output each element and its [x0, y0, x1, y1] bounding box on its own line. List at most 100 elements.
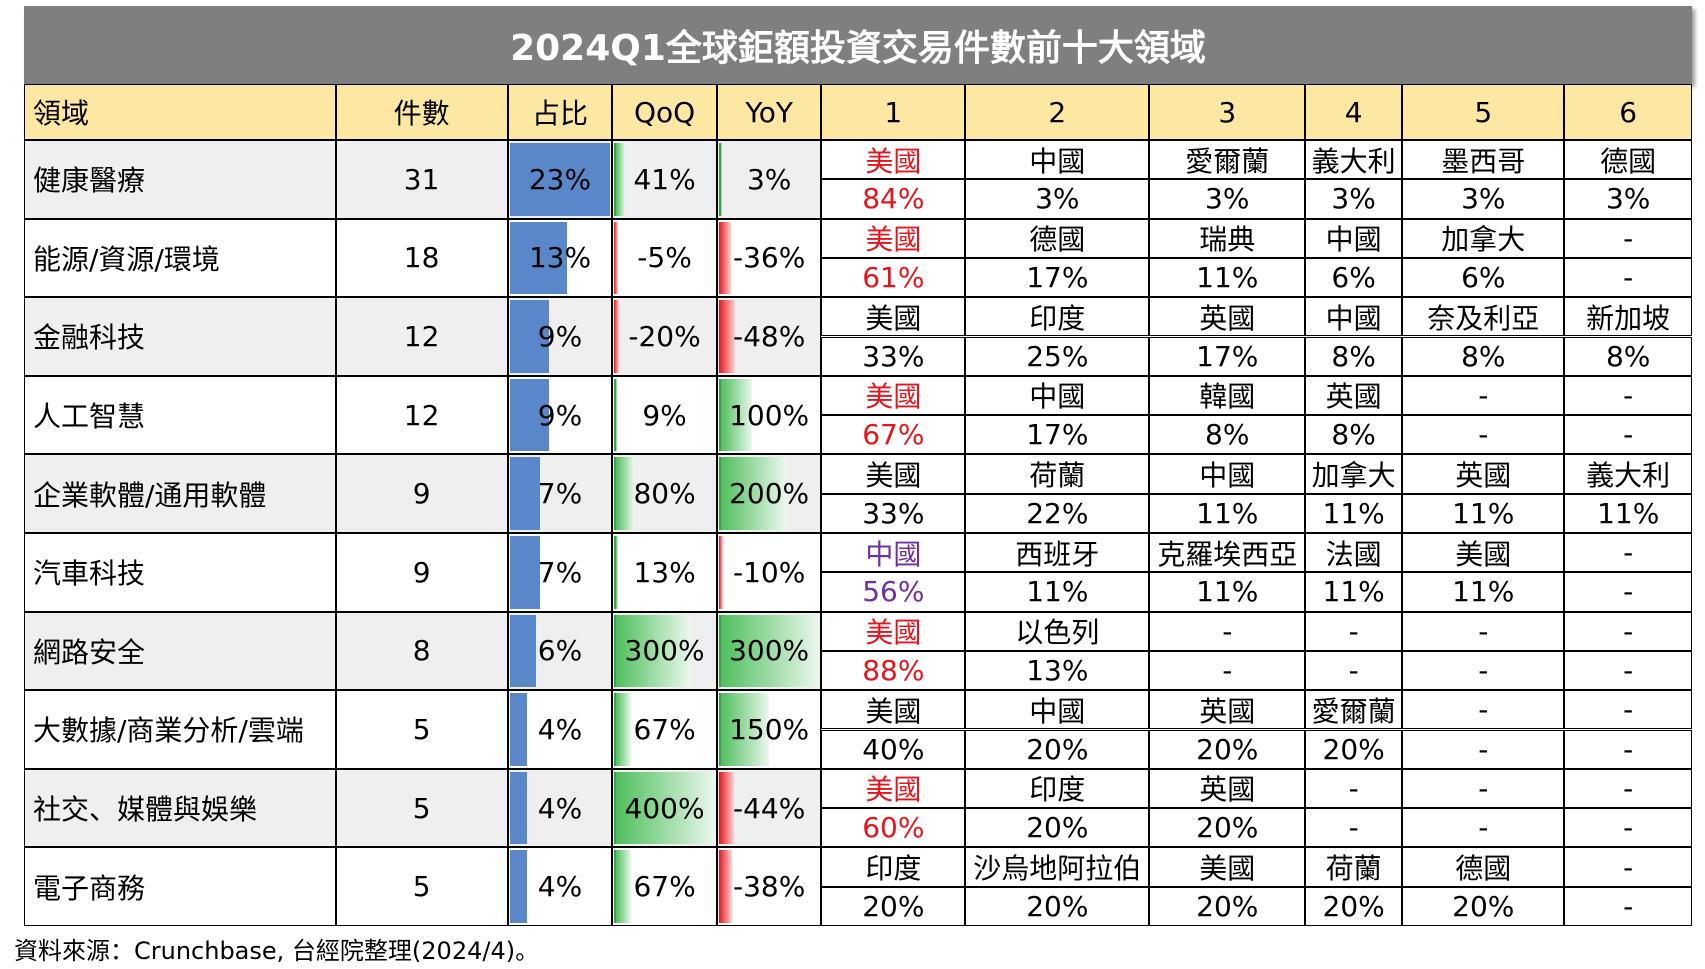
country-cell: -	[1402, 768, 1565, 809]
country-cell: 愛爾蘭	[1149, 140, 1306, 180]
country-cell: 加拿大	[1305, 454, 1403, 494]
pct-cell: 11%	[1305, 493, 1403, 533]
qoq-cell: 67%	[612, 847, 717, 926]
yoy-label: -44%	[732, 791, 806, 825]
pct-cell: 6%	[1402, 257, 1565, 298]
country-cell: 印度	[965, 297, 1150, 337]
share-label: 4%	[537, 791, 583, 825]
yoy-cell: -44%	[716, 768, 822, 848]
country-cell: 加拿大	[1402, 218, 1565, 258]
pct-cell: 20%	[1149, 886, 1306, 926]
pct-cell: 61%	[821, 257, 966, 298]
share-label: 23%	[528, 162, 592, 196]
qoq-bar	[614, 378, 618, 452]
count-cell: 12	[335, 375, 508, 455]
count-cell: 5	[335, 768, 508, 848]
qoq-bar	[614, 850, 632, 923]
country-cell: 奈及利亞	[1402, 297, 1565, 337]
pct-cell: 20%	[965, 886, 1150, 926]
pct-cell: 20%	[965, 808, 1150, 848]
pct-cell: -	[1564, 808, 1692, 848]
yoy-label: 150%	[729, 712, 810, 746]
pct-cell: 8%	[1305, 336, 1403, 376]
pct-cell: 84%	[821, 179, 966, 219]
pct-cell: 20%	[821, 886, 966, 926]
pct-cell: -	[1402, 415, 1565, 455]
header-cell: QoQ	[612, 84, 717, 140]
domain-cell: 人工智慧	[23, 375, 336, 455]
country-cell: 西班牙	[965, 533, 1150, 573]
count-cell: 31	[335, 140, 508, 219]
country-cell: -	[1564, 375, 1692, 416]
qoq-label: 400%	[624, 791, 705, 825]
pct-cell: 67%	[821, 415, 966, 455]
country-cell: 美國	[1402, 533, 1565, 573]
country-cell: 新加坡	[1564, 297, 1692, 337]
country-cell: 義大利	[1564, 454, 1692, 494]
pct-cell: 8%	[1402, 336, 1565, 376]
count-cell: 8	[335, 611, 508, 691]
yoy-bar	[718, 850, 732, 923]
qoq-bar	[614, 300, 620, 373]
country-cell: 英國	[1149, 297, 1306, 337]
qoq-bar	[614, 614, 690, 688]
country-cell: 韓國	[1149, 375, 1306, 416]
country-cell: -	[1149, 611, 1306, 651]
country-cell: 以色列	[965, 611, 1150, 651]
share-bar	[509, 850, 528, 923]
share-bar	[509, 536, 541, 609]
pct-cell: 17%	[1149, 336, 1306, 376]
pct-cell: -	[1564, 886, 1692, 926]
count-cell: 5	[335, 690, 508, 769]
pct-cell: 22%	[965, 493, 1150, 533]
qoq-label: 80%	[633, 477, 696, 511]
yoy-bar	[718, 771, 734, 845]
qoq-cell: 9%	[612, 375, 717, 455]
yoy-cell: 3%	[716, 140, 822, 219]
pct-cell: 88%	[821, 650, 966, 691]
yoy-label: -38%	[732, 870, 806, 904]
header-cell: 5	[1402, 84, 1565, 140]
country-cell: 美國	[821, 611, 966, 651]
country-cell: 愛爾蘭	[1305, 690, 1403, 730]
yoy-cell: -36%	[716, 218, 822, 298]
yoy-bar	[718, 300, 735, 373]
qoq-label: -5%	[637, 241, 692, 275]
domain-cell: 電子商務	[23, 847, 336, 926]
yoy-cell: 100%	[716, 375, 822, 455]
yoy-bar	[718, 378, 753, 452]
country-cell: -	[1305, 768, 1403, 809]
pct-cell: 17%	[965, 257, 1150, 298]
pct-cell: 20%	[1149, 729, 1306, 769]
pct-cell: 40%	[821, 729, 966, 769]
domain-cell: 網路安全	[23, 611, 336, 691]
pct-cell: -	[1402, 650, 1565, 691]
share-bar	[509, 143, 611, 216]
qoq-cell: 67%	[612, 690, 717, 769]
pct-cell: 3%	[1564, 179, 1692, 219]
qoq-label: 67%	[633, 870, 696, 904]
pct-cell: -	[1564, 415, 1692, 455]
country-cell: 印度	[965, 768, 1150, 809]
country-cell: 荷蘭	[1305, 847, 1403, 887]
yoy-label: 100%	[729, 398, 810, 432]
country-cell: -	[1402, 611, 1565, 651]
pct-cell: 33%	[821, 493, 966, 533]
title: 2024Q1全球鉅額投資交易件數前十大領域	[24, 6, 1692, 84]
share-cell: 6%	[507, 611, 613, 691]
pct-cell: 20%	[1305, 729, 1403, 769]
qoq-cell: 13%	[612, 533, 717, 612]
domain-cell: 金融科技	[23, 297, 336, 376]
pct-cell: 25%	[965, 336, 1150, 376]
yoy-bar	[718, 693, 770, 766]
country-cell: -	[1564, 611, 1692, 651]
qoq-label: 9%	[642, 398, 687, 432]
country-cell: 美國	[1149, 847, 1306, 887]
pct-cell: 8%	[1305, 415, 1403, 455]
count-cell: 9	[335, 454, 508, 533]
qoq-bar	[614, 693, 632, 766]
yoy-bar	[718, 457, 786, 530]
qoq-cell: 80%	[612, 454, 717, 533]
country-cell: 中國	[821, 533, 966, 573]
